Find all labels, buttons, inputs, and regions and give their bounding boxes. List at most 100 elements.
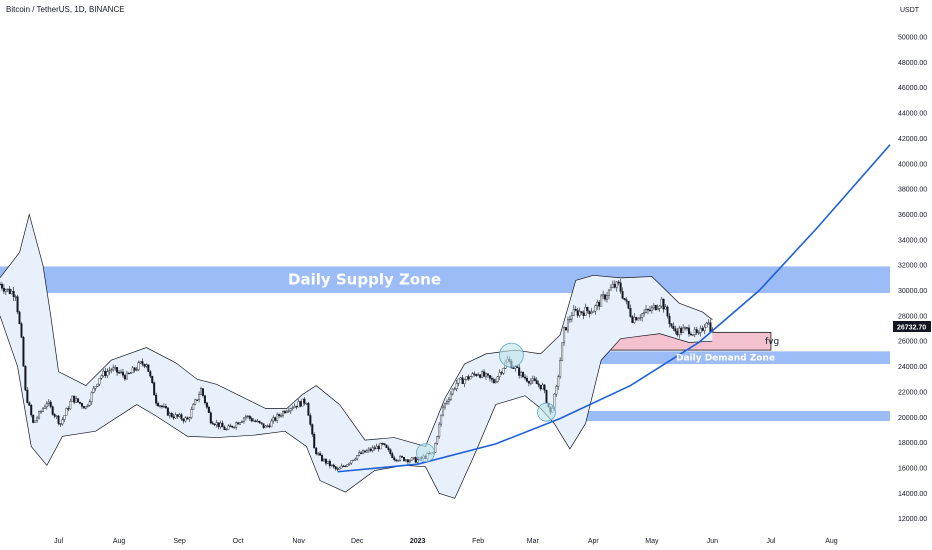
candle-body [629,307,632,317]
candle-body [440,414,443,425]
candle-body [637,318,640,321]
candle-body [276,414,279,421]
candle-body [233,426,236,429]
candle-body [539,384,542,390]
zone-labels-layer: Daily Supply Zone Daily Demand Zone fvg [288,271,779,364]
price-axis-tick-label: 44000.00 [898,111,927,118]
candle-body [186,417,189,420]
price-axis-tick-label: 40000.00 [898,161,927,168]
candle-body [525,378,528,382]
candle-body [244,416,247,419]
candle-body [617,281,620,284]
candle-body [250,418,253,422]
candle-body [311,424,314,435]
candle-body [6,288,9,291]
candle-body [594,305,597,312]
candle-body [166,407,169,416]
bollinger-bands-layer [0,213,713,499]
candle-body [643,312,646,315]
price-axis-tick-label: 26000.00 [898,339,927,346]
price-axis-tick-label: 50000.00 [898,35,927,42]
candle-body [455,383,458,390]
candle-body [14,296,17,298]
trend-curve [337,144,891,473]
candle-body [475,374,478,376]
candle-body [157,403,160,407]
candle-body [363,450,366,453]
candle-body [590,311,593,314]
candle-body [360,452,363,454]
candle-body [693,329,696,335]
candle-body [369,448,372,451]
candle-body [137,362,140,370]
candle-body [492,379,495,384]
candle-body [565,327,568,331]
candle-body [278,414,281,417]
candle-body [326,460,329,464]
candle-body [272,417,275,422]
candle-body [451,388,454,395]
candle-body [198,394,201,401]
candle-body [379,443,382,450]
demand-zone-1 [569,351,890,365]
candle-body [291,407,294,409]
candle-body [584,307,587,316]
candle-body [121,371,124,376]
price-axis-tick-label: 28000.00 [898,313,927,320]
candle-body [178,414,181,417]
candle-body [84,406,87,409]
price-axis-tick-label: 14000.00 [898,491,927,498]
candle-body [53,414,56,417]
time-axis[interactable]: Jul Aug Sep Oct Nov Dec 2023 Feb Mar Apr May Jun Jul… [54,538,838,545]
candle-body [79,401,82,404]
candle-body [309,415,312,425]
candle-body [695,329,698,333]
candle-body [483,371,486,377]
candle-body [213,423,216,426]
candle-body [416,459,419,463]
candle-body [235,422,238,428]
price-axis[interactable]: USDT 12000.00 14000.00 16000.00 18000.00 200… [898,7,927,523]
candle-body [190,409,193,418]
candle-body [367,448,370,451]
candle-body [268,425,271,428]
candle-body [541,384,544,390]
candle-body [518,367,521,376]
candle-body [576,310,579,316]
candle-body [365,450,368,453]
candle-body [668,315,671,324]
price-axis-tick-label: 46000.00 [898,85,927,92]
candle-body [262,423,265,428]
price-axis-tick-label: 18000.00 [898,440,927,447]
candle-body [45,403,48,408]
candle-body [654,305,657,311]
candle-body [613,283,616,288]
price-axis-tick-label: 20000.00 [898,415,927,422]
candle-body [568,318,571,321]
candle-body [412,457,415,459]
candle-body [114,367,117,369]
candle-body [20,323,23,338]
candle-body [691,334,694,336]
candle-body [108,370,111,372]
candle-body [676,330,679,336]
candle-body [555,386,558,395]
candle-body [410,457,413,461]
candle-body [461,377,464,384]
candle-body [373,447,376,450]
candle-body [104,370,107,376]
candle-body [625,299,628,302]
candle-body [699,328,702,333]
candle-body [442,406,445,416]
candle-body [227,425,230,430]
candle-body [387,447,390,450]
candle-body [486,373,489,376]
candle-body [362,450,365,454]
candle-body [670,323,673,327]
candle-body [449,393,452,400]
time-axis-tick-label: Feb [472,538,484,545]
candle-body [205,402,208,408]
candle-body [463,379,466,384]
candle-body [73,395,76,403]
